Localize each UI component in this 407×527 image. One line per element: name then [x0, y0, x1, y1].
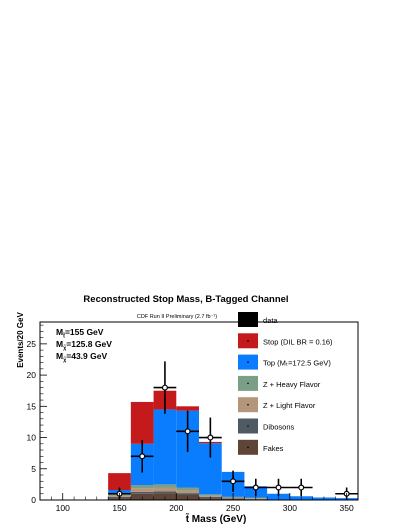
bar-stop-dil-br-0-16 — [108, 473, 131, 491]
x-tick-label: 150 — [112, 503, 126, 513]
legend-label: Top (Mₜ=172.5 GeV) — [263, 359, 331, 368]
legend-swatch — [238, 312, 258, 327]
x-tick-label: 250 — [226, 503, 240, 513]
bar-z-heavy-flavor — [153, 484, 177, 488]
mass-annotation: Mχ̃=43.9 GeV — [56, 351, 107, 364]
mass-symbol: M — [56, 327, 63, 337]
mass-annotation: Mχ̃=125.8 GeV — [56, 339, 112, 352]
data-point — [298, 484, 305, 491]
x-tick-label: 350 — [340, 503, 354, 513]
mass-value: =125.8 GeV — [66, 339, 112, 349]
bar-z-heavy-flavor — [199, 494, 222, 496]
x-axis-label: t̃ Mass (GeV) — [185, 512, 246, 525]
mass-annotation: Mt̃=155 GeV — [56, 327, 104, 340]
mass-symbol: M — [56, 351, 63, 361]
legend-label: Stop (DIL BR = 0.16) — [263, 337, 333, 346]
bar-stop-dil-br-0-16 — [176, 406, 199, 411]
data-point — [184, 428, 191, 435]
bar-z-light-flavor — [176, 490, 199, 494]
bar-top-m-172-5-gev — [153, 409, 177, 485]
mass-subscript: t̃ — [63, 333, 66, 340]
axes: 100 150 200 250 300 350 0 5 10 15 20 25 — [27, 321, 359, 513]
y-tick-label: 0 — [31, 495, 36, 505]
x-tick-label: 100 — [56, 503, 70, 513]
bar-stop-dil-br-0-16 — [130, 401, 154, 444]
y-tick-label: 25 — [27, 339, 37, 349]
y-tick-label: 5 — [31, 464, 36, 474]
mass-value: =43.9 GeV — [66, 351, 107, 361]
bar-z-heavy-flavor — [176, 487, 199, 491]
y-tick-label: 20 — [27, 370, 37, 380]
mass-subscript: χ̃ — [63, 345, 67, 352]
legend-swatch-marker — [247, 340, 249, 342]
bar-dibosons — [130, 491, 154, 494]
mass-symbol: M — [56, 339, 63, 349]
data-point — [139, 453, 146, 460]
legend-swatch-marker — [247, 382, 249, 385]
y-tick-label: 15 — [27, 401, 37, 411]
bar-z-light-flavor — [199, 495, 222, 497]
legend-label: Dibosons — [263, 423, 295, 432]
data-point — [207, 434, 214, 441]
y-axis-label: Events/20 GeV — [16, 312, 25, 368]
legend-label: data — [263, 316, 278, 325]
legend-swatch-marker — [247, 425, 249, 427]
bar-z-light-flavor — [153, 487, 177, 492]
mass-subscript: χ̃ — [63, 357, 67, 364]
bar-z-heavy-flavor — [130, 485, 154, 489]
chart-subtitle: CDF Run II Preliminary (2.7 fb⁻¹) — [137, 314, 217, 320]
chart-title: Reconstructed Stop Mass, B-Tagged Channe… — [83, 294, 288, 305]
bar-top-m-172-5-gev — [199, 443, 222, 495]
bar-dibosons — [153, 491, 177, 494]
data-point — [252, 484, 259, 491]
data-point — [275, 484, 282, 491]
x-tick-label: 300 — [283, 503, 297, 513]
legend-label: Z + Light Flavor — [263, 401, 316, 410]
legend-label: Fakes — [263, 444, 284, 453]
bar-z-light-flavor — [130, 488, 154, 492]
y-tick-label: 10 — [27, 433, 37, 443]
mass-value: =155 GeV — [65, 327, 104, 337]
legend-swatch-marker — [247, 446, 249, 449]
legend-label: Z + Heavy Flavor — [263, 380, 321, 389]
data-point — [161, 384, 168, 391]
legend-swatch-marker — [247, 361, 249, 363]
data-point — [230, 478, 237, 485]
legend: data Stop (DIL BR = 0.16) Top (Mₜ=172.5 Ge… — [238, 312, 333, 455]
legend-swatch-marker — [247, 403, 249, 406]
x-tick-label: 200 — [169, 503, 183, 513]
bar-dibosons — [176, 493, 199, 496]
